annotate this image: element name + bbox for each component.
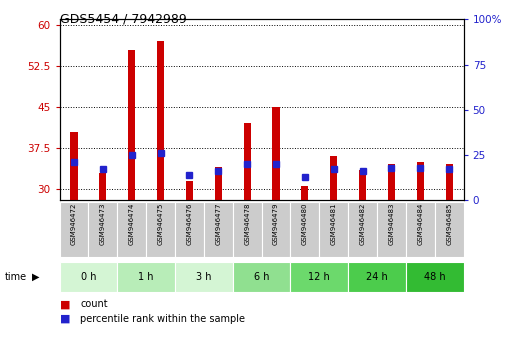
Bar (319, 202, 348, 257)
Bar (359, 170, 366, 200)
Text: GDS5454 / 7942989: GDS5454 / 7942989 (60, 12, 186, 25)
Text: 12 h: 12 h (308, 272, 330, 282)
Text: ■: ■ (60, 299, 70, 309)
Bar (117, 262, 175, 292)
Bar (330, 156, 337, 200)
Text: GSM946478: GSM946478 (244, 203, 250, 245)
Bar (233, 262, 291, 292)
Bar (175, 202, 204, 257)
Text: percentile rank within the sample: percentile rank within the sample (80, 314, 246, 324)
Bar (262, 202, 291, 257)
Text: GSM946473: GSM946473 (100, 203, 106, 245)
Text: GSM946477: GSM946477 (215, 203, 221, 245)
Bar (233, 202, 262, 257)
Bar (348, 202, 377, 257)
Bar (348, 262, 406, 292)
Bar (406, 262, 464, 292)
Text: GSM946482: GSM946482 (359, 203, 366, 245)
Bar (128, 50, 135, 200)
Text: GSM946483: GSM946483 (388, 203, 395, 245)
Text: 3 h: 3 h (196, 272, 212, 282)
Text: 0 h: 0 h (81, 272, 96, 282)
Text: GSM946484: GSM946484 (418, 203, 423, 245)
Bar (175, 262, 233, 292)
Text: GSM946479: GSM946479 (273, 203, 279, 245)
Text: 1 h: 1 h (138, 272, 154, 282)
Bar (99, 173, 107, 200)
Text: GSM946476: GSM946476 (186, 203, 193, 245)
Bar (291, 262, 348, 292)
Bar (89, 202, 117, 257)
Bar (214, 167, 222, 200)
Text: ▶: ▶ (32, 272, 39, 282)
Bar (186, 181, 193, 200)
Bar (117, 202, 146, 257)
Bar (70, 132, 78, 200)
Text: time: time (5, 272, 27, 282)
Bar (146, 202, 175, 257)
Text: GSM946480: GSM946480 (302, 203, 308, 245)
Bar (60, 262, 117, 292)
Bar (291, 202, 319, 257)
Bar (243, 124, 251, 200)
Text: GSM946474: GSM946474 (128, 203, 135, 245)
Bar (445, 165, 453, 200)
Text: GSM946475: GSM946475 (157, 203, 164, 245)
Text: count: count (80, 299, 108, 309)
Bar (60, 202, 89, 257)
Text: 6 h: 6 h (254, 272, 269, 282)
Text: GSM946472: GSM946472 (71, 203, 77, 245)
Text: 48 h: 48 h (424, 272, 445, 282)
Text: ■: ■ (60, 314, 70, 324)
Text: GSM946481: GSM946481 (330, 203, 337, 245)
Bar (406, 202, 435, 257)
Bar (435, 202, 464, 257)
Bar (272, 107, 280, 200)
Bar (388, 165, 395, 200)
Bar (157, 41, 164, 200)
Bar (301, 186, 309, 200)
Bar (377, 202, 406, 257)
Text: GSM946485: GSM946485 (446, 203, 452, 245)
Bar (204, 202, 233, 257)
Text: 24 h: 24 h (366, 272, 388, 282)
Bar (416, 162, 424, 200)
